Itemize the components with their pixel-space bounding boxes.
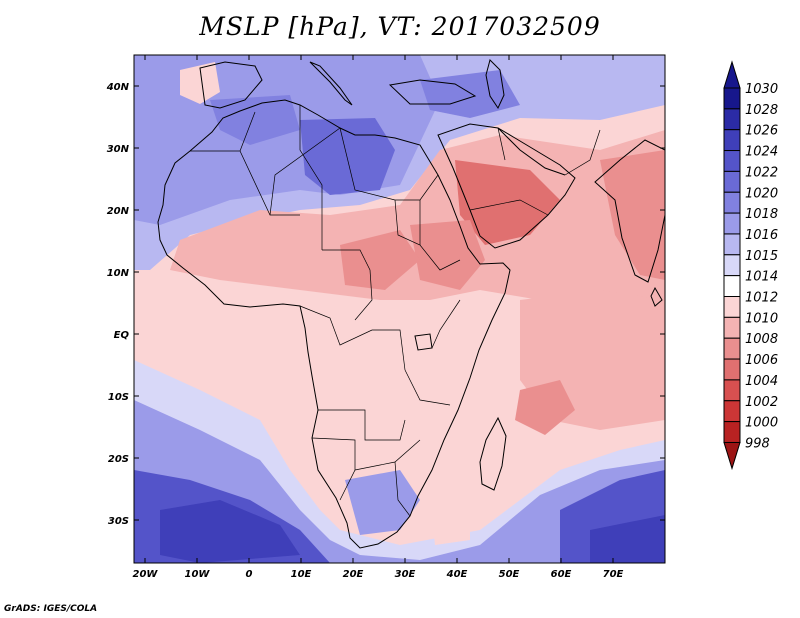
colorbar-swatch (723, 170, 741, 193)
colorbar-swatch (723, 150, 741, 172)
colorbar-label: 998 (745, 436, 770, 451)
axis-tick-labels: 40N 30N 20N 10N EQ 10S 20S 30S 20W 10W 0 10E 20E 30E 4… (106, 82, 624, 580)
field-india-low (600, 150, 665, 280)
field-saharan-high (300, 118, 395, 195)
grads-credit: GrADS: IGES/COLA (4, 604, 98, 614)
field-mascarene-core (590, 515, 665, 563)
chart-title: MSLP [hPa], VT: 2017032509 (199, 12, 601, 41)
field-ethiopian-low (410, 220, 485, 290)
arabia-coastline (437, 123, 576, 249)
lon-tick-label: 60E (551, 569, 572, 580)
field-south-atlantic-core (160, 500, 300, 563)
lat-tick-label: 10S (108, 392, 129, 403)
colorbar-label: 1002 (745, 395, 778, 410)
colorbar-label: 1024 (745, 145, 778, 160)
field-cape-pink (430, 490, 470, 545)
lon-tick-label: 40E (446, 569, 468, 580)
colorbar-label: 1014 (745, 270, 778, 285)
colorbar-label: 1022 (745, 165, 778, 180)
colorbar-swatch (723, 358, 741, 381)
field-indian-ocean-low (515, 380, 575, 435)
lon-tick-label: 10E (291, 569, 312, 580)
caspian-coastline (485, 59, 505, 110)
colorbar-label: 1012 (745, 291, 778, 306)
plot-frame (133, 54, 666, 564)
lat-tick-label: 40N (106, 82, 130, 93)
lon-tick-label: 30E (395, 569, 416, 580)
madagascar-coastline (479, 416, 507, 491)
lon-tick-label: 50E (499, 569, 520, 580)
colorbar-swatch (723, 296, 741, 318)
colorbar-label: 1028 (745, 103, 778, 118)
lon-tick-label: 20E (343, 569, 364, 580)
colorbar-swatch (723, 379, 741, 402)
turkey-coastline (388, 79, 477, 105)
colorbar-swatch (723, 212, 741, 235)
lon-tick-label: 0 (246, 569, 253, 580)
field-sudan-low (340, 230, 420, 290)
colorbar-label: 1026 (745, 124, 778, 139)
colorbar-label: 1018 (745, 207, 778, 222)
colorbar-swatch (723, 254, 741, 277)
colorbar-swatch (723, 87, 741, 110)
iberia-coastline (199, 61, 263, 109)
lat-tick-label: 30S (108, 516, 129, 527)
country-borders (190, 105, 601, 517)
colorbar-label: 1004 (745, 374, 778, 389)
colorbar-swatch (723, 233, 741, 256)
lat-tick-label: EQ (114, 330, 130, 341)
lat-tick-label: 30N (107, 144, 130, 155)
persian-gulf-coastline (497, 127, 566, 176)
colorbar: 1030 1028 1026 1024 1022 1020 1018 1016 1015 1014… (723, 60, 778, 471)
lat-tick-label: 20N (107, 206, 130, 217)
lat-tick-label: 10N (107, 268, 130, 279)
colorbar-swatch (723, 108, 741, 131)
africa-coastline (157, 99, 511, 549)
sri-lanka-coastline (650, 286, 663, 307)
colorbar-swatch (723, 337, 741, 360)
colorbar-top-arrow (723, 60, 741, 89)
colorbar-swatch (723, 129, 741, 152)
colorbar-swatch (723, 316, 741, 339)
colorbar-label: 1000 (745, 416, 778, 431)
colorbar-label: 1008 (745, 332, 778, 347)
colorbar-swatch (723, 191, 741, 214)
axis-ticks (134, 55, 665, 563)
colorbar-label: 1030 (745, 82, 778, 97)
colorbar-swatch (723, 421, 741, 443)
lon-tick-label: 20W (133, 569, 159, 580)
colorbar-bottom-arrow (723, 441, 741, 471)
colorbar-label: 1015 (745, 249, 778, 264)
colorbar-label: 1006 (745, 353, 778, 368)
lon-tick-label: 70E (603, 569, 624, 580)
field-southern-africa-high (345, 470, 420, 535)
pressure-field (134, 55, 665, 563)
lat-tick-label: 20S (108, 454, 129, 465)
colorbar-label: 1016 (745, 228, 778, 243)
colorbar-label: 1010 (745, 311, 778, 326)
field-iberian-low (180, 62, 220, 104)
colorbar-swatch (723, 275, 741, 297)
italy-coastline (309, 61, 353, 106)
india-coastline (594, 139, 665, 283)
colorbar-swatch (723, 400, 741, 423)
field-med-east (420, 70, 520, 118)
coastlines (157, 59, 665, 549)
field-atlas-high (210, 95, 300, 145)
colorbar-label: 1020 (745, 186, 778, 201)
lon-tick-label: 10W (185, 569, 211, 580)
